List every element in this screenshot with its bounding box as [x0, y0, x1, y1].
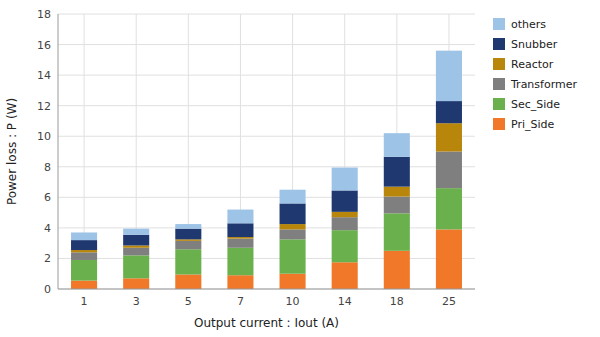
bar-segment: [436, 123, 462, 151]
bar-segment: [280, 203, 306, 224]
y-tick-label: 2: [44, 252, 51, 265]
y-grid-line: [58, 166, 475, 167]
y-grid-line: [58, 14, 475, 15]
legend-label: Transformer: [510, 78, 577, 91]
y-tick-label: 18: [37, 8, 51, 21]
bar-segment: [227, 275, 253, 289]
bar-segment: [175, 239, 201, 241]
legend-label: Pri_Side: [511, 118, 555, 131]
bar-segment: [332, 262, 358, 289]
bar-segment: [384, 157, 410, 187]
y-tick-label: 12: [37, 100, 51, 113]
y-tick-label: 4: [44, 222, 51, 235]
x-tick-label: 18: [390, 295, 404, 308]
bar-segment: [280, 229, 306, 239]
bar-segment: [71, 281, 97, 289]
bar-segment: [280, 274, 306, 289]
y-grid-line: [58, 75, 475, 76]
grid: [58, 14, 475, 289]
bar-segment: [175, 241, 201, 249]
x-tick-label: 14: [338, 295, 352, 308]
y-tick-label: 10: [37, 130, 51, 143]
bar-segment: [71, 232, 97, 240]
x-axis-line: [58, 289, 475, 290]
bar-segment: [227, 223, 253, 237]
y-grid-line: [58, 105, 475, 106]
x-tick-label: 5: [185, 295, 192, 308]
legend-label: Sec_Side: [511, 98, 560, 111]
legend-swatch: [493, 78, 505, 90]
bar-segment: [436, 51, 462, 101]
legend-swatch: [493, 38, 505, 50]
x-tick-label: 10: [286, 295, 300, 308]
bar-segment: [332, 212, 358, 217]
bar-segment: [123, 255, 149, 278]
y-axis-line: [58, 14, 59, 289]
bar-segment: [384, 133, 410, 157]
bar-segment: [280, 224, 306, 229]
bar-segment: [384, 251, 410, 289]
legend-label: others: [511, 18, 546, 31]
y-axis-label: Power loss : P (W): [5, 98, 19, 205]
bar-segment: [175, 274, 201, 289]
y-grid-line: [58, 136, 475, 137]
legend-swatch: [493, 118, 505, 130]
bar-segment: [436, 229, 462, 289]
bar-segment: [123, 229, 149, 235]
bar-segment: [71, 260, 97, 281]
bar-segment: [227, 248, 253, 276]
bar-segment: [71, 252, 97, 260]
y-tick-label: 0: [44, 283, 51, 296]
y-grid-line: [58, 289, 475, 290]
bar-segment: [123, 235, 149, 246]
bar-segment: [384, 187, 410, 197]
y-tick-label: 14: [37, 69, 51, 82]
bar-segment: [227, 239, 253, 248]
bar-segment: [71, 240, 97, 250]
bars: [71, 51, 462, 289]
y-grid-line: [58, 258, 475, 259]
legend-label: Snubber: [511, 38, 558, 51]
x-tick-label: 7: [237, 295, 244, 308]
legend-swatch: [493, 98, 505, 110]
bar-segment: [123, 278, 149, 289]
legend-swatch: [493, 18, 505, 30]
x-tick-label: 1: [81, 295, 88, 308]
y-grid-line: [58, 44, 475, 45]
bar-segment: [436, 101, 462, 123]
bar-segment: [384, 197, 410, 214]
bar-segment: [332, 168, 358, 191]
chart: 0 2 4 6 8 10 12 14 16 18 1 3 5 7 10 14 18 25 Output curren…: [0, 0, 600, 337]
bar-segment: [227, 210, 253, 224]
bar-segment: [71, 250, 97, 252]
y-tick-label: 16: [37, 39, 51, 52]
bar-segment: [123, 248, 149, 256]
bar-segment: [436, 152, 462, 189]
x-axis-label: Output current : Iout (A): [194, 316, 339, 330]
bar-segment: [123, 245, 149, 247]
y-tick-label: 8: [44, 161, 51, 174]
bar-segment: [332, 217, 358, 230]
legend-label: Reactor: [511, 58, 554, 71]
bar-segment: [280, 190, 306, 204]
bar-segment: [175, 229, 201, 240]
y-tick-label: 6: [44, 191, 51, 204]
y-grid-line: [58, 227, 475, 228]
bar-segment: [436, 188, 462, 229]
bar-segment: [175, 224, 201, 229]
bar-segment: [332, 230, 358, 262]
bar-segment: [175, 249, 201, 274]
bar-segment: [384, 213, 410, 250]
bar-segment: [227, 237, 253, 239]
bar-segment: [332, 190, 358, 211]
legend-swatch: [493, 58, 505, 70]
x-tick-label: 3: [133, 295, 140, 308]
x-tick-label: 25: [442, 295, 456, 308]
legend: others Snubber Reactor Transformer Sec_Side P…: [493, 18, 577, 131]
y-grid-line: [58, 197, 475, 198]
bar-segment: [280, 239, 306, 273]
